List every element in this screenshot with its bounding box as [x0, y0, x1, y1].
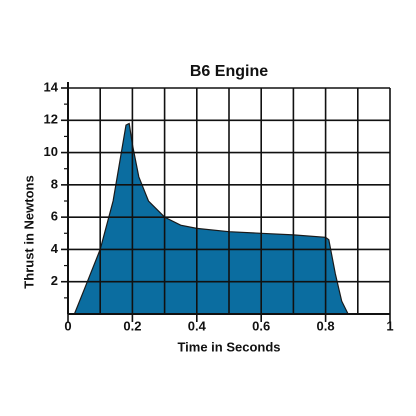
y-tick-label: 4	[51, 241, 59, 256]
x-tick-label: 1	[386, 318, 393, 333]
x-tick-label: 0.8	[317, 318, 335, 333]
y-tick-label: 6	[51, 209, 58, 224]
y-tick-label: 10	[44, 144, 58, 159]
x-tick-label: 0.2	[123, 318, 141, 333]
y-tick-label: 14	[44, 79, 59, 94]
x-tick-label: 0.6	[252, 318, 270, 333]
chart-title: B6 Engine	[190, 63, 268, 80]
y-tick-label: 2	[51, 273, 58, 288]
x-axis-label: Time in Seconds	[177, 339, 280, 354]
x-tick-label: 0.4	[188, 318, 207, 333]
y-tick-label: 8	[51, 176, 58, 191]
y-tick-label: 12	[44, 112, 58, 127]
thrust-area	[73, 122, 350, 315]
y-axis-label: Thrust in Newtons	[21, 175, 36, 288]
x-tick-label: 0	[64, 318, 71, 333]
